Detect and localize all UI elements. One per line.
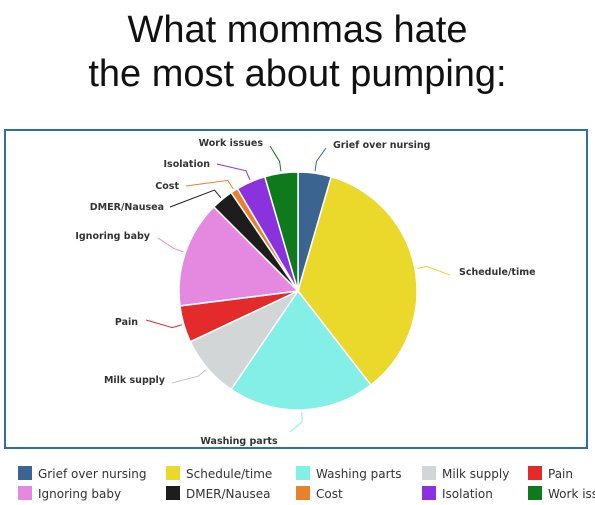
pie-slice-ignoring-baby: [178, 205, 300, 307]
legend-label: Schedule/time: [186, 467, 273, 481]
leader-line: [171, 369, 207, 384]
legend-label: DMER/Nausea: [186, 487, 271, 501]
legend-label: Grief over nursing: [38, 467, 147, 481]
legend-item: Cost: [296, 486, 343, 501]
legend-item: Work issues: [528, 486, 595, 501]
pie-chart: Grief over nursing Schedule/time Washing p…: [75, 138, 535, 447]
chart-frame: [4, 129, 588, 449]
legend-swatch: [166, 486, 180, 500]
slice-label: Pain: [115, 317, 138, 328]
leader-line: [269, 145, 282, 172]
pie-slice-work-issues: [263, 171, 299, 292]
title-line-1: What mommas hate: [127, 9, 468, 51]
slice-label: DMER/Nausea: [90, 202, 164, 213]
page-title: What mommas hate the most about pumping:: [0, 8, 595, 96]
legend-item: Pain: [528, 466, 573, 481]
title-line-2: the most about pumping:: [88, 53, 507, 95]
legend-swatch: [528, 466, 542, 480]
legend-label: Washing parts: [316, 467, 402, 481]
legend-swatch: [296, 486, 310, 500]
slice-label: Isolation: [164, 159, 211, 170]
slice-label: Washing parts: [200, 436, 278, 447]
legend-item: DMER/Nausea: [166, 486, 270, 501]
legend-item: Grief over nursing: [18, 466, 147, 481]
legend-swatch: [166, 466, 180, 480]
legend-item: Schedule/time: [166, 466, 272, 481]
slice-label: Schedule/time: [459, 267, 536, 278]
legend-label: Ignoring baby: [38, 487, 122, 501]
leader-line: [185, 179, 234, 190]
slice-label: Grief over nursing: [333, 140, 430, 151]
legend-item: Isolation: [422, 486, 493, 501]
slice-label: Work issues: [199, 138, 264, 149]
slice-labels: Grief over nursing Schedule/time Washing p…: [75, 138, 535, 447]
pie-slice-schedule-time: [297, 175, 418, 387]
legend-label: Milk supply: [442, 467, 510, 481]
legend-label: Cost: [316, 487, 343, 501]
legend-swatch: [18, 486, 32, 500]
legend-swatch: [422, 486, 436, 500]
legend-swatch: [528, 486, 542, 500]
legend-swatch: [422, 466, 436, 480]
legend-item: Ignoring baby: [18, 486, 121, 501]
legend-item: Milk supply: [422, 466, 509, 481]
legend-label: Work issues: [548, 487, 595, 501]
leader-line: [145, 319, 182, 329]
leader-line: [169, 189, 222, 208]
slice-label: Cost: [155, 181, 179, 192]
leader-line: [157, 237, 184, 253]
pie-slice-washing-parts: [230, 289, 372, 411]
leader-line: [314, 147, 327, 172]
legend-label: Pain: [548, 467, 573, 481]
legend-item: Washing parts: [296, 466, 402, 481]
leader-lines: [145, 145, 451, 433]
leader-line: [416, 265, 451, 276]
slice-label: Ignoring baby: [75, 231, 150, 242]
legend-swatch: [18, 466, 32, 480]
slice-label: Milk supply: [104, 375, 166, 386]
pie-slices: [178, 171, 418, 411]
legend-swatch: [296, 466, 310, 480]
leader-line: [216, 163, 251, 181]
legend-label: Isolation: [442, 487, 493, 501]
leader-line: [289, 411, 303, 433]
